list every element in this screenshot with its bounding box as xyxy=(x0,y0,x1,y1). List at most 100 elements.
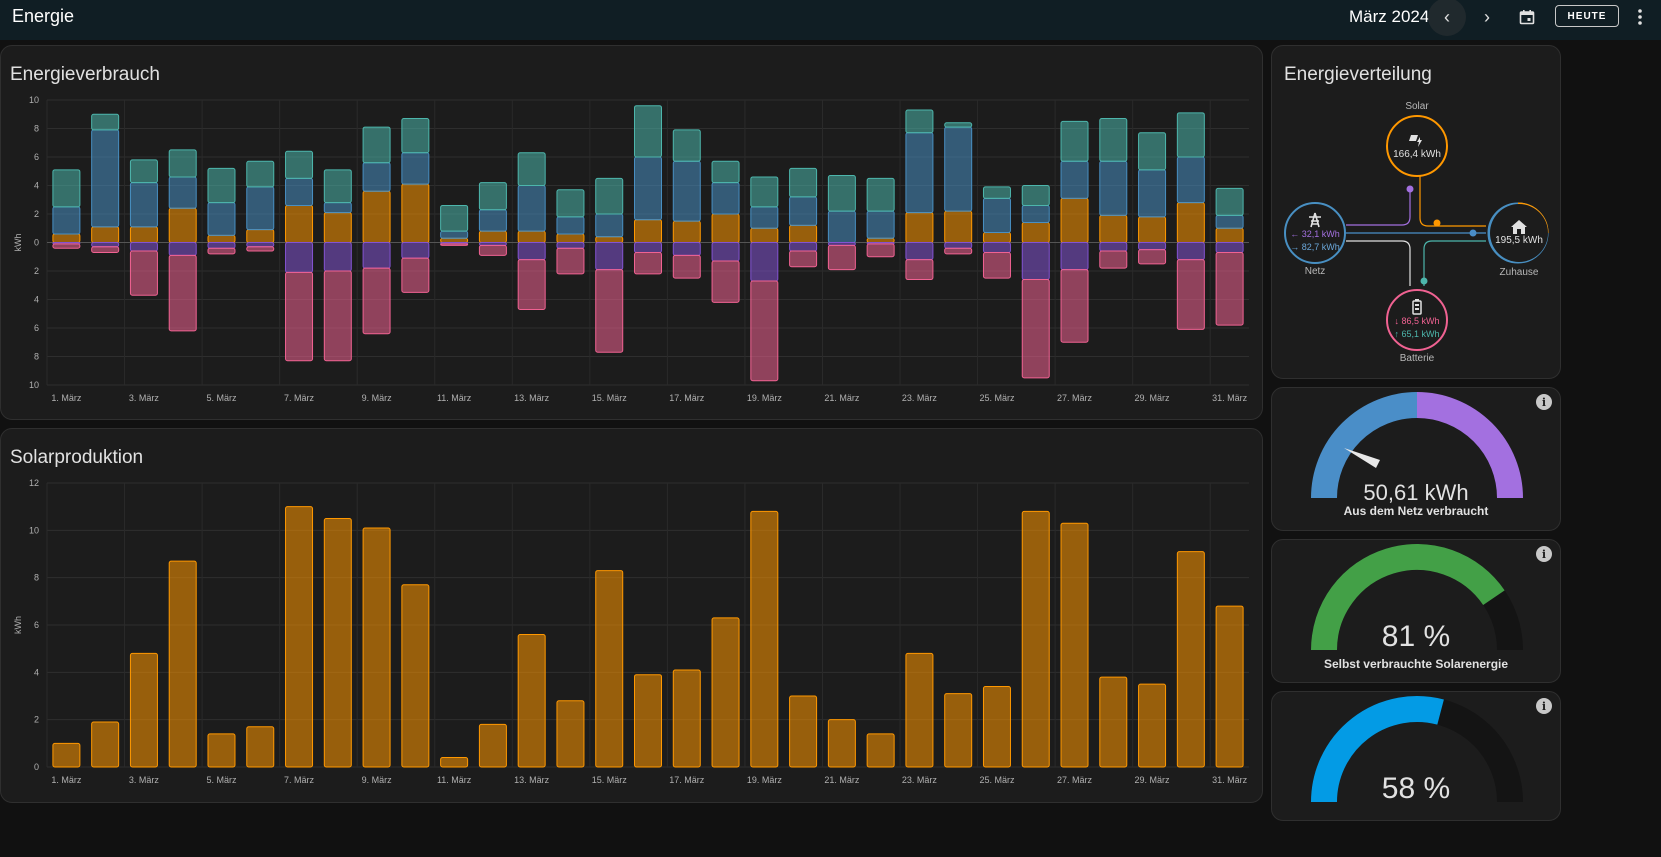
bar-segment-battery_in[interactable] xyxy=(1060,269,1089,343)
bar-segment-battery_in[interactable] xyxy=(982,251,1011,279)
bar-segment-grid_export[interactable] xyxy=(789,242,818,252)
bar-segment-battery_in[interactable] xyxy=(129,250,158,296)
bar-segment-grid_import[interactable] xyxy=(905,132,934,214)
bar-segment-grid_import[interactable] xyxy=(789,196,818,226)
bar-segment-battery_out[interactable] xyxy=(634,105,662,158)
solar-bar[interactable] xyxy=(1138,683,1167,768)
bar-segment-grid_import[interactable] xyxy=(672,160,701,222)
bar-segment-grid_export[interactable] xyxy=(982,242,1011,253)
battery-node[interactable]: ↓ 86,5 kWh ↑ 65,1 kWh xyxy=(1386,289,1448,351)
bar-segment-solar[interactable] xyxy=(711,213,740,243)
bar-segment-battery_in[interactable] xyxy=(944,247,973,255)
bar-segment-battery_out[interactable] xyxy=(1176,112,1205,158)
bar-segment-battery_in[interactable] xyxy=(323,270,352,362)
solar-bar[interactable] xyxy=(207,733,236,768)
bar-segment-grid_import[interactable] xyxy=(168,176,197,209)
bar-segment-grid_import[interactable] xyxy=(246,186,275,231)
bar-segment-grid_export[interactable] xyxy=(1060,242,1089,271)
bar-segment-battery_in[interactable] xyxy=(1021,279,1050,379)
bar-segment-battery_in[interactable] xyxy=(789,250,818,268)
bar-segment-battery_out[interactable] xyxy=(1021,185,1050,206)
solar-bar[interactable] xyxy=(401,584,430,768)
solar-bar[interactable] xyxy=(711,617,740,768)
solar-bar[interactable] xyxy=(982,686,1011,768)
bar-segment-battery_out[interactable] xyxy=(711,160,740,184)
calendar-button[interactable] xyxy=(1508,0,1546,34)
bar-segment-solar[interactable] xyxy=(672,220,701,243)
bar-segment-solar[interactable] xyxy=(168,207,197,244)
next-period-button[interactable]: › xyxy=(1468,0,1506,34)
bar-segment-grid_import[interactable] xyxy=(982,197,1011,234)
bar-segment-grid_export[interactable] xyxy=(595,242,624,271)
solar-bar[interactable] xyxy=(634,674,662,768)
bar-segment-grid_import[interactable] xyxy=(1021,204,1050,224)
bar-segment-grid_import[interactable] xyxy=(750,206,779,229)
bar-segment-grid_import[interactable] xyxy=(595,213,624,238)
solar-bar[interactable] xyxy=(323,518,352,768)
bar-segment-solar[interactable] xyxy=(440,237,469,244)
solar-bar[interactable] xyxy=(595,570,624,768)
solar-bar[interactable] xyxy=(1215,605,1244,768)
bar-segment-grid_import[interactable] xyxy=(478,209,507,232)
bar-segment-solar[interactable] xyxy=(91,226,120,243)
bar-segment-solar[interactable] xyxy=(1060,197,1089,243)
bar-segment-battery_out[interactable] xyxy=(129,159,158,184)
bar-segment-grid_import[interactable] xyxy=(1176,156,1205,204)
bar-segment-solar[interactable] xyxy=(789,224,818,243)
bar-segment-grid_export[interactable] xyxy=(362,242,391,269)
solar-bar[interactable] xyxy=(52,742,81,768)
bar-segment-grid_import[interactable] xyxy=(323,202,352,214)
bar-segment-battery_out[interactable] xyxy=(246,160,275,188)
solar-bar[interactable] xyxy=(1060,522,1089,768)
solar-bar[interactable] xyxy=(285,506,314,768)
bar-segment-solar[interactable] xyxy=(207,234,236,243)
bar-segment-battery_in[interactable] xyxy=(1215,251,1244,326)
info-icon[interactable]: i xyxy=(1536,394,1552,410)
previous-period-button[interactable]: ‹ xyxy=(1428,0,1466,36)
solar-bar[interactable] xyxy=(1021,510,1050,768)
bar-segment-solar[interactable] xyxy=(52,233,81,243)
bar-segment-grid_export[interactable] xyxy=(246,242,275,248)
bar-segment-battery_in[interactable] xyxy=(556,247,585,275)
bar-segment-grid_import[interactable] xyxy=(1060,160,1089,199)
bar-segment-battery_in[interactable] xyxy=(1176,259,1205,330)
bar-segment-battery_out[interactable] xyxy=(595,177,624,215)
bar-segment-grid_export[interactable] xyxy=(207,242,236,249)
bar-segment-solar[interactable] xyxy=(1138,216,1167,244)
bar-segment-battery_out[interactable] xyxy=(478,182,507,211)
bar-segment-solar[interactable] xyxy=(1215,227,1244,243)
bar-segment-battery_in[interactable] xyxy=(634,251,662,275)
bar-segment-battery_out[interactable] xyxy=(944,122,973,128)
bar-segment-grid_export[interactable] xyxy=(556,242,585,249)
solar-bar[interactable] xyxy=(517,633,546,768)
bar-segment-battery_in[interactable] xyxy=(246,246,275,252)
bar-segment-grid_import[interactable] xyxy=(944,126,973,212)
bar-segment-grid_import[interactable] xyxy=(285,177,314,206)
bar-segment-solar[interactable] xyxy=(362,190,391,243)
bar-segment-battery_in[interactable] xyxy=(711,260,740,303)
solar-bar[interactable] xyxy=(246,726,275,768)
bar-segment-grid_export[interactable] xyxy=(1138,242,1167,251)
bar-segment-solar[interactable] xyxy=(323,212,352,243)
solar-bar[interactable] xyxy=(440,757,469,768)
bar-segment-grid_export[interactable] xyxy=(944,242,973,249)
bar-segment-grid_import[interactable] xyxy=(52,206,81,235)
bar-segment-battery_out[interactable] xyxy=(323,169,352,204)
bar-segment-grid_export[interactable] xyxy=(323,242,352,272)
bar-segment-grid_export[interactable] xyxy=(1099,242,1128,252)
solar-bar[interactable] xyxy=(750,510,779,768)
info-icon[interactable]: i xyxy=(1536,546,1552,562)
bar-segment-battery_out[interactable] xyxy=(1138,132,1167,171)
bar-segment-grid_export[interactable] xyxy=(1215,242,1244,253)
bar-segment-battery_out[interactable] xyxy=(672,129,701,162)
bar-segment-battery_out[interactable] xyxy=(827,175,856,212)
solar-bar[interactable] xyxy=(1176,551,1205,768)
bar-segment-solar[interactable] xyxy=(634,219,662,243)
bar-segment-grid_import[interactable] xyxy=(517,185,546,232)
bar-segment-grid_export[interactable] xyxy=(1176,242,1205,261)
solar-bar[interactable] xyxy=(905,652,934,768)
solar-bar[interactable] xyxy=(91,721,120,768)
bar-segment-battery_out[interactable] xyxy=(789,167,818,198)
bar-segment-solar[interactable] xyxy=(595,236,624,244)
bar-segment-battery_in[interactable] xyxy=(168,254,197,332)
